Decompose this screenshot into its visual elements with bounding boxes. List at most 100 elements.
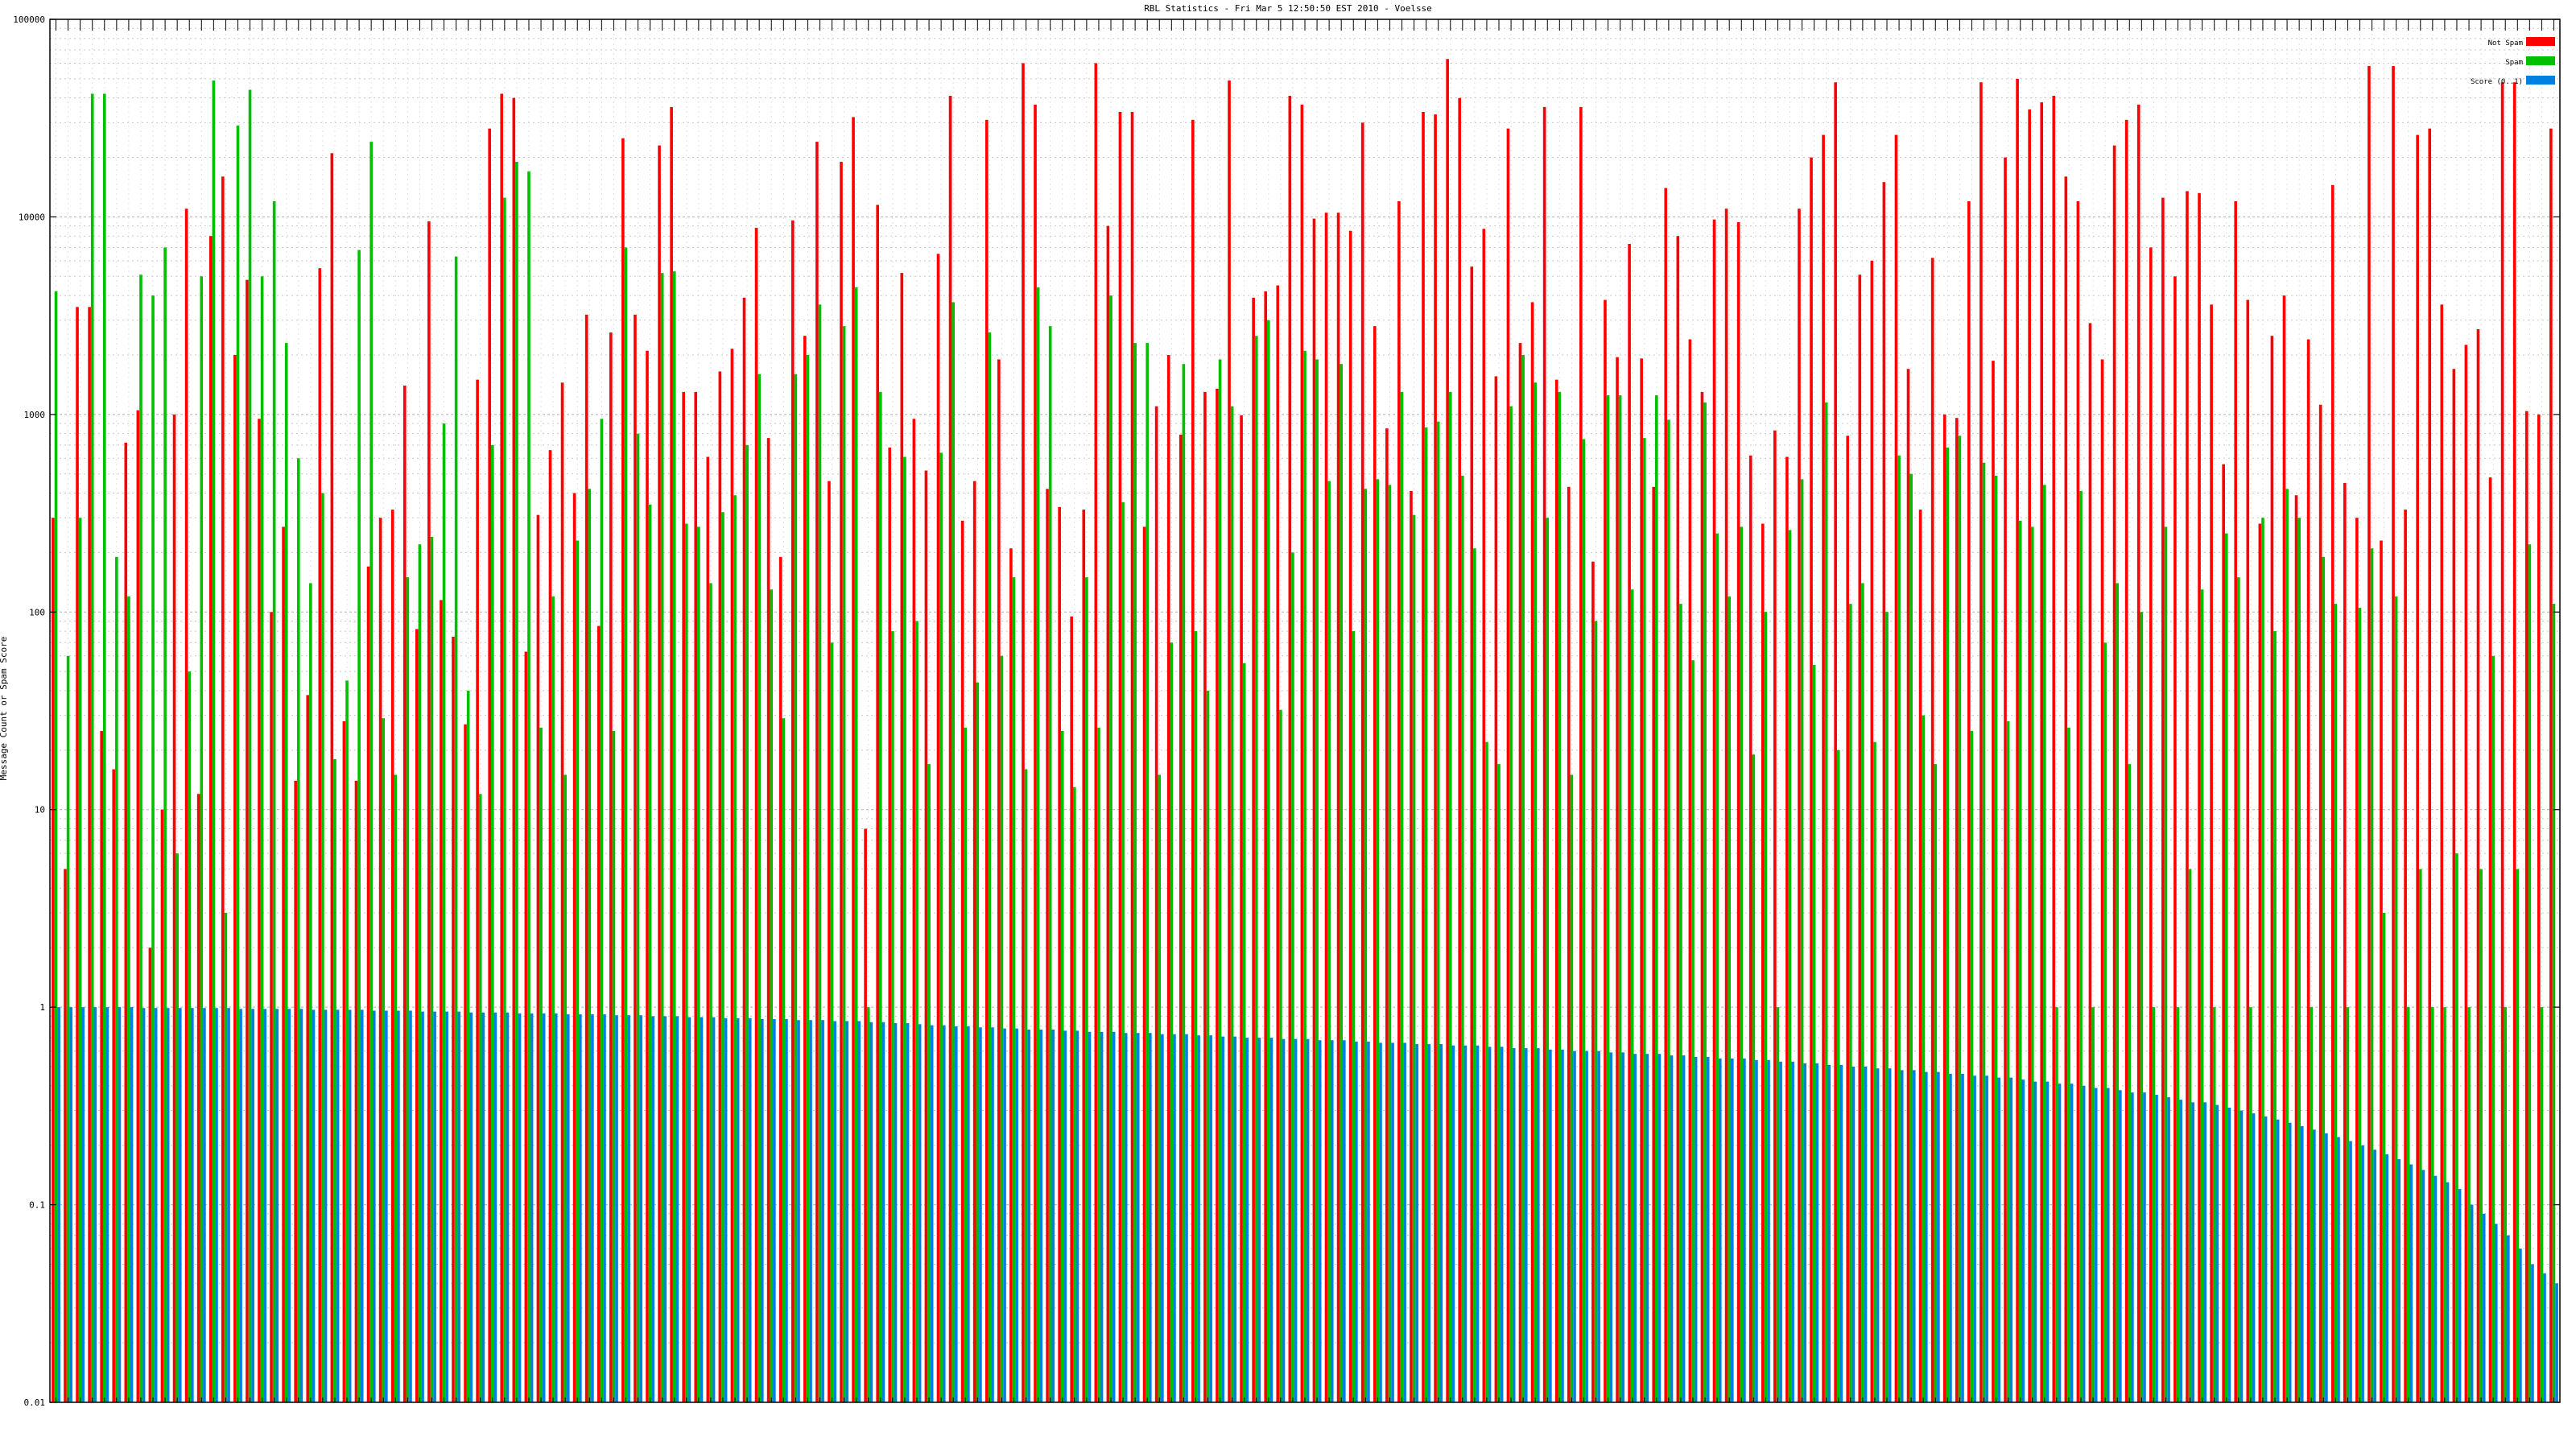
- bar-score-0-1--196: [2434, 1175, 2438, 1402]
- bar-spam-190: [2358, 608, 2362, 1402]
- bar-not-spam-3: [88, 307, 91, 1403]
- bar-spam-136: [1703, 402, 1707, 1402]
- bar-spam-28: [394, 774, 398, 1402]
- y-tick-label: 10000: [19, 212, 45, 222]
- bar-score-0-1--92: [1173, 1034, 1176, 1402]
- bar-not-spam-92: [1166, 354, 1170, 1402]
- bar-spam-60: [782, 718, 786, 1402]
- bar-not-spam-111: [1397, 200, 1401, 1402]
- bar-spam-100: [1267, 320, 1270, 1403]
- bar-spam-57: [745, 444, 749, 1402]
- bar-score-0-1--47: [627, 1015, 630, 1402]
- bar-not-spam-27: [378, 518, 382, 1402]
- bar-score-0-1--127: [1597, 1051, 1600, 1402]
- bar-score-0-1--191: [2373, 1150, 2376, 1402]
- bar-spam-49: [648, 504, 652, 1402]
- bar-not-spam-114: [1434, 114, 1437, 1403]
- bar-not-spam-22: [318, 268, 322, 1402]
- bar-not-spam-203: [2512, 82, 2516, 1402]
- bar-not-spam-36: [488, 128, 491, 1402]
- bar-not-spam-72: [924, 470, 928, 1402]
- bar-score-0-1--182: [2264, 1116, 2268, 1402]
- bar-spam-63: [818, 304, 822, 1403]
- bar-spam-137: [1715, 533, 1719, 1402]
- bar-score-0-1--84: [1075, 1030, 1080, 1402]
- bar-not-spam-194: [2404, 510, 2407, 1402]
- bar-spam-129: [1618, 395, 1622, 1403]
- bar-not-spam-74: [948, 96, 952, 1402]
- y-tick-label: 100000: [13, 14, 45, 25]
- bar-not-spam-109: [1373, 326, 1377, 1402]
- bar-score-0-1--167: [2082, 1085, 2086, 1402]
- bar-not-spam-17: [258, 419, 261, 1402]
- bar-not-spam-83: [1058, 506, 1061, 1402]
- bar-score-0-1--89: [1136, 1033, 1140, 1402]
- bar-score-0-1--189: [2349, 1141, 2352, 1402]
- bar-not-spam-56: [730, 349, 734, 1403]
- bar-not-spam-190: [2355, 518, 2359, 1402]
- bar-not-spam-172: [2136, 104, 2140, 1403]
- bar-score-0-1--168: [2094, 1088, 2098, 1402]
- bar-score-0-1--60: [785, 1018, 788, 1402]
- bar-score-0-1--195: [2421, 1170, 2425, 1402]
- bar-not-spam-10: [172, 414, 176, 1402]
- bar-not-spam-160: [1992, 361, 1995, 1403]
- bar-score-0-1--94: [1197, 1035, 1200, 1402]
- bar-not-spam-78: [997, 359, 1001, 1402]
- axis-layer: 0.01 0.1 1 10 100 1000 10000 100000: [13, 14, 2560, 1408]
- bar-not-spam-178: [2210, 304, 2213, 1403]
- bar-spam-203: [2516, 869, 2520, 1402]
- bar-not-spam-4: [100, 731, 103, 1402]
- bar-score-0-1--135: [1694, 1056, 1698, 1402]
- bar-score-0-1--171: [2131, 1092, 2134, 1402]
- bar-not-spam-197: [2440, 304, 2444, 1403]
- bar-not-spam-133: [1664, 188, 1668, 1402]
- bar-spam-187: [2322, 556, 2326, 1403]
- bar-not-spam-91: [1154, 406, 1158, 1402]
- bar-spam-153: [1909, 473, 1913, 1402]
- bar-score-0-1--174: [2167, 1097, 2170, 1402]
- bar-score-0-1--101: [1282, 1038, 1286, 1402]
- bar-spam-125: [1570, 774, 1574, 1402]
- bar-not-spam-187: [2318, 404, 2322, 1403]
- bar-score-0-1--115: [1451, 1045, 1455, 1402]
- bar-spam-145: [1812, 664, 1816, 1402]
- bar-score-0-1--68: [881, 1022, 886, 1402]
- bar-not-spam-162: [2016, 78, 2019, 1403]
- bar-score-0-1--147: [1839, 1064, 1843, 1402]
- bar-score-0-1--119: [1500, 1046, 1504, 1402]
- bar-spam-119: [1497, 764, 1501, 1402]
- bar-spam-118: [1485, 741, 1488, 1402]
- bar-score-0-1--62: [809, 1020, 812, 1402]
- bar-not-spam-146: [1822, 134, 1825, 1402]
- bar-not-spam-119: [1494, 376, 1498, 1402]
- bar-score-0-1--185: [2300, 1125, 2304, 1402]
- bar-score-0-1--66: [857, 1021, 861, 1402]
- bar-not-spam-125: [1567, 486, 1571, 1402]
- bar-spam-4: [102, 93, 106, 1403]
- bar-not-spam-89: [1130, 111, 1134, 1402]
- bar-not-spam-173: [2149, 247, 2153, 1402]
- bar-spam-163: [2030, 526, 2034, 1402]
- bar-spam-18: [272, 200, 276, 1402]
- bar-spam-170: [2116, 583, 2120, 1402]
- bar-score-0-1--31: [433, 1011, 436, 1402]
- bar-spam-165: [2055, 1007, 2058, 1402]
- bar-not-spam-35: [476, 379, 479, 1403]
- bar-score-0-1--151: [1888, 1068, 1892, 1402]
- bar-spam-24: [345, 680, 349, 1402]
- bar-score-0-1--18: [275, 1009, 279, 1402]
- bar-score-0-1--118: [1488, 1046, 1492, 1402]
- bar-not-spam-166: [2064, 176, 2068, 1403]
- bar-not-spam-39: [524, 651, 528, 1402]
- bar-score-0-1--6: [130, 1007, 134, 1402]
- bar-spam-110: [1388, 485, 1392, 1402]
- bar-score-0-1--28: [397, 1010, 400, 1402]
- bar-not-spam-168: [2088, 323, 2092, 1402]
- bar-not-spam-148: [1846, 436, 1850, 1402]
- bar-spam-41: [551, 596, 555, 1402]
- y-tick-label: 0.1: [29, 1200, 45, 1211]
- bar-not-spam-7: [136, 410, 140, 1402]
- bar-not-spam-151: [1882, 182, 1886, 1403]
- bar-score-0-1--183: [2276, 1119, 2280, 1402]
